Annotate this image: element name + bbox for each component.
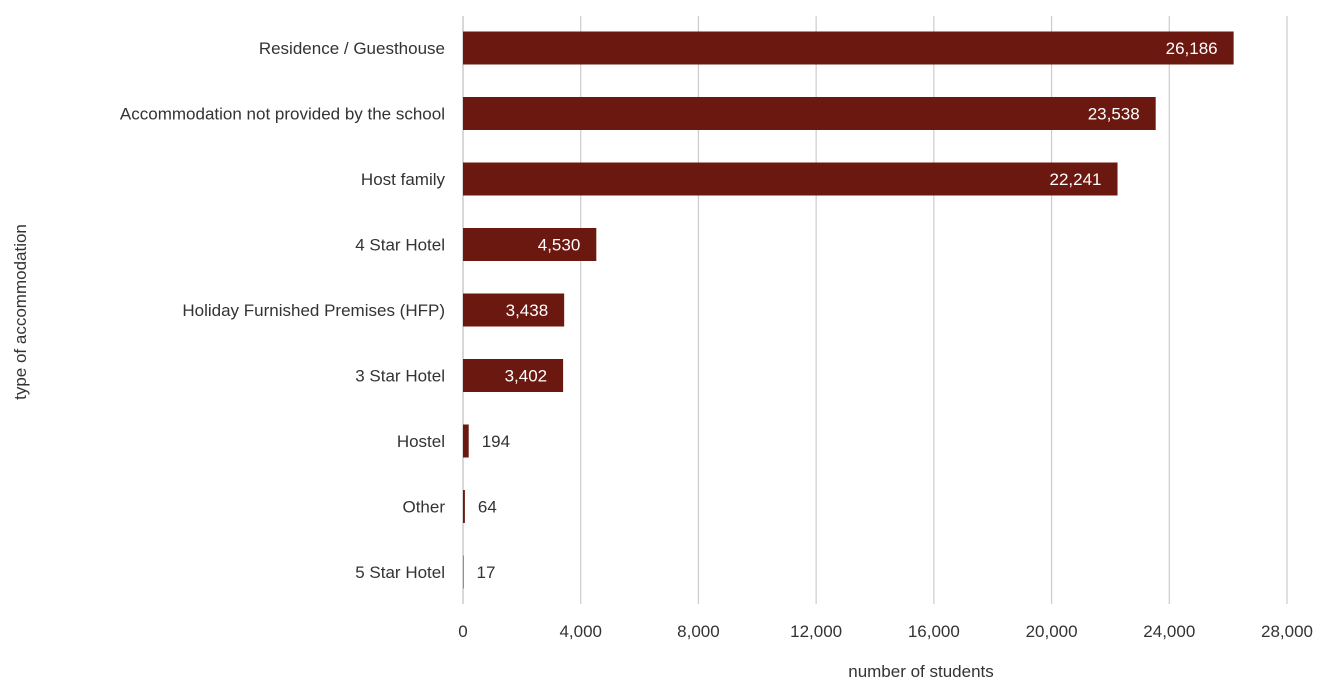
value-labels: 26,186 23,538 22,241 4,530 3,438 3,402 194 64 17 <box>477 39 1218 582</box>
x-axis-label: number of students <box>848 662 994 680</box>
x-tick-label: 8,000 <box>677 622 720 641</box>
category-label: 5 Star Hotel <box>355 563 445 582</box>
x-tick-label: 20,000 <box>1026 622 1078 641</box>
data-label: 194 <box>482 432 510 451</box>
data-label: 64 <box>478 498 497 517</box>
category-label: Residence / Guesthouse <box>259 39 445 58</box>
x-tick-label: 4,000 <box>559 622 602 641</box>
bar <box>463 424 469 458</box>
category-label: Other <box>402 498 445 517</box>
bar <box>463 31 1234 65</box>
category-label: Hostel <box>397 432 445 451</box>
bar <box>463 359 564 392</box>
category-label: Accommodation not provided by the school <box>120 105 445 124</box>
x-tick-label: 12,000 <box>790 622 842 641</box>
bar <box>463 97 1156 130</box>
data-label: 4,530 <box>538 236 581 255</box>
category-labels: Residence / Guesthouse Accommodation not … <box>120 39 446 582</box>
x-tick-label: 28,000 <box>1261 622 1313 641</box>
y-axis-label: type of accommodation <box>11 224 30 400</box>
bar <box>463 490 465 523</box>
bar <box>463 293 565 327</box>
category-label: Host family <box>361 170 446 189</box>
x-tick-labels: 0 4,000 8,000 12,000 16,000 20,000 24,000 28,00… <box>458 622 1313 641</box>
x-tick-label: 0 <box>458 622 467 641</box>
category-label: 3 Star Hotel <box>355 367 445 386</box>
category-label: 4 Star Hotel <box>355 236 445 255</box>
bars <box>463 31 1234 589</box>
bar <box>463 228 597 261</box>
data-label: 23,538 <box>1088 105 1140 124</box>
data-label: 26,186 <box>1166 39 1218 58</box>
x-tick-label: 24,000 <box>1143 622 1195 641</box>
category-label: Holiday Furnished Premises (HFP) <box>182 301 445 320</box>
bar <box>463 555 464 589</box>
x-tick-label: 16,000 <box>908 622 960 641</box>
data-label: 17 <box>477 563 496 582</box>
data-label: 3,438 <box>506 301 549 320</box>
data-label: 3,402 <box>505 367 548 386</box>
data-label: 22,241 <box>1050 170 1102 189</box>
bar <box>463 162 1118 196</box>
